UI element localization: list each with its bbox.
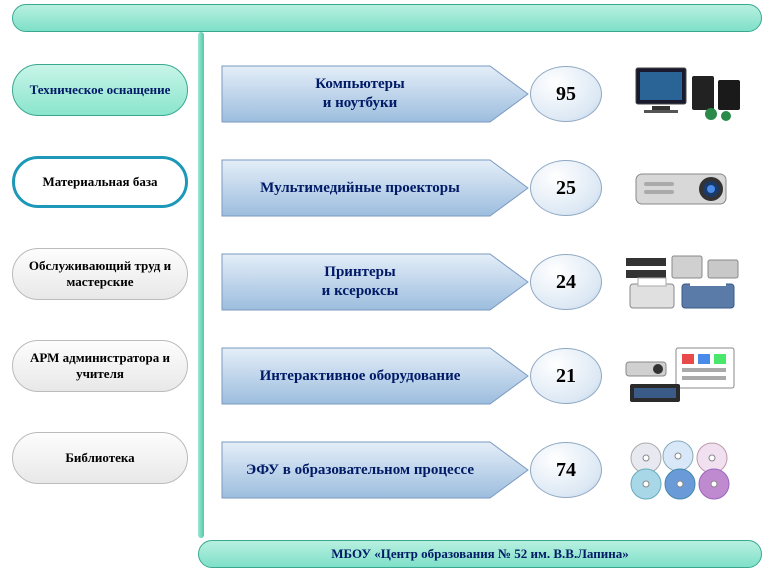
sidebar-item-workshops[interactable]: Обслуживающий труд и мастерские bbox=[12, 248, 188, 300]
sidebar-item-library[interactable]: Библиотека bbox=[12, 432, 188, 484]
sidebar-item-arm[interactable]: АРМ администратора и учителя bbox=[12, 340, 188, 392]
row-value: 24 bbox=[530, 254, 602, 310]
computer-icon bbox=[616, 62, 746, 126]
row-value: 95 bbox=[530, 66, 602, 122]
discs-icon bbox=[616, 438, 746, 502]
row-computers: Компьютерыи ноутбуки 95 bbox=[220, 62, 760, 126]
row-interactive: Интерактивное оборудование 21 bbox=[220, 344, 760, 408]
footer-text: МБОУ «Центр образования № 52 им. В.В.Лап… bbox=[331, 546, 628, 562]
sidebar-label: Техническое оснащение bbox=[30, 82, 171, 98]
sidebar-item-material-base[interactable]: Материальная база bbox=[12, 156, 188, 208]
row-value: 74 bbox=[530, 442, 602, 498]
row-label: Принтерыи ксероксы bbox=[220, 252, 500, 312]
sidebar-label: Обслуживающий труд и мастерские bbox=[27, 258, 173, 291]
row-projectors: Мультимедийные проекторы 25 bbox=[220, 156, 760, 220]
sidebar-label: Библиотека bbox=[65, 450, 134, 466]
row-printers: Принтерыи ксероксы 24 bbox=[220, 250, 760, 314]
row-value: 21 bbox=[530, 348, 602, 404]
row-label: Компьютерыи ноутбуки bbox=[220, 64, 500, 124]
sidebar: Техническое оснащение Материальная база … bbox=[12, 64, 188, 484]
vertical-divider bbox=[198, 32, 204, 538]
row-label: Интерактивное оборудование bbox=[220, 346, 500, 406]
content-rows: Компьютерыи ноутбуки 95 Мультимедийные п… bbox=[220, 62, 760, 502]
projector-icon bbox=[616, 156, 746, 220]
interactive-icon bbox=[616, 344, 746, 408]
sidebar-label: АРМ администратора и учителя bbox=[27, 350, 173, 383]
sidebar-item-tech-equipment[interactable]: Техническое оснащение bbox=[12, 64, 188, 116]
row-label: Мультимедийные проекторы bbox=[220, 158, 500, 218]
printer-icon bbox=[616, 250, 746, 314]
footer-bar: МБОУ «Центр образования № 52 им. В.В.Лап… bbox=[198, 540, 762, 568]
top-bar bbox=[12, 4, 762, 32]
row-efu: ЭФУ в образовательном процессе 74 bbox=[220, 438, 760, 502]
sidebar-label: Материальная база bbox=[42, 174, 157, 190]
row-label: ЭФУ в образовательном процессе bbox=[220, 440, 500, 500]
row-value: 25 bbox=[530, 160, 602, 216]
